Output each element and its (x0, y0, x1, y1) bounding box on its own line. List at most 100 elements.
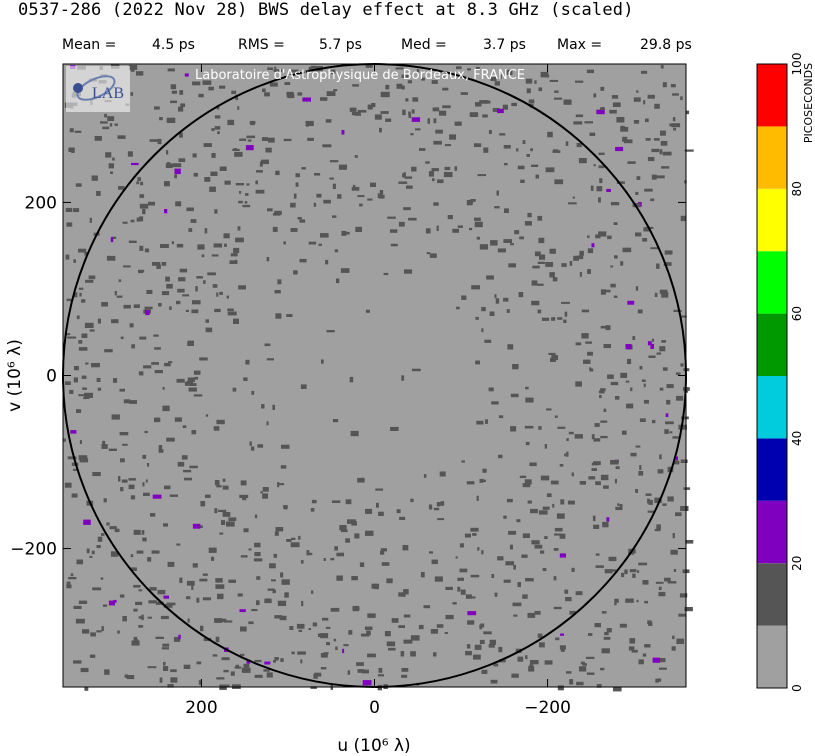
speckle (669, 123, 678, 127)
speckle (390, 243, 398, 247)
stat-max-label: Max = (557, 37, 603, 53)
speckle (673, 309, 682, 312)
speckle (434, 629, 438, 633)
speckle (205, 414, 209, 417)
speckle (490, 679, 498, 684)
speckle (534, 544, 543, 549)
speckle (506, 498, 513, 503)
speckle (261, 404, 265, 409)
speckle (479, 639, 485, 644)
speckle (473, 143, 482, 147)
speckle (239, 494, 249, 498)
speckle (642, 580, 649, 585)
speckle (101, 302, 108, 307)
colorbar-bin (757, 438, 787, 501)
speckle (102, 126, 110, 130)
speckle (380, 548, 387, 552)
speckle (365, 530, 374, 536)
speckle (219, 166, 227, 171)
speckle (479, 100, 488, 104)
speckle (433, 202, 439, 206)
speckle (684, 149, 694, 152)
speckle (171, 241, 174, 245)
speckle (600, 420, 608, 423)
speckle (632, 203, 641, 208)
speckle (457, 586, 461, 592)
speckle (286, 539, 292, 542)
speckle (78, 394, 87, 397)
speckle (321, 359, 324, 364)
speckle (661, 292, 669, 298)
speckle (504, 163, 508, 166)
speckle (128, 484, 135, 490)
speckle (471, 285, 480, 290)
stat-rms-value: 5.7 ps (319, 37, 362, 53)
speckle (398, 221, 405, 227)
speckle (388, 647, 396, 651)
speckle (547, 131, 553, 138)
speckle (408, 111, 411, 116)
speckle (565, 597, 572, 602)
speckle (157, 138, 162, 145)
speckle (308, 241, 317, 245)
speckle (410, 651, 416, 657)
speckle (575, 114, 584, 118)
speckle (138, 270, 144, 274)
speckle (198, 680, 202, 685)
speckle (421, 77, 425, 81)
speckle (273, 659, 277, 663)
speckle (571, 567, 575, 572)
speckle (525, 655, 528, 660)
speckle (598, 390, 605, 394)
speckle (657, 469, 664, 474)
speckle (104, 113, 107, 118)
speckle (457, 225, 463, 228)
speckle (223, 669, 229, 673)
speckle (139, 203, 149, 209)
speckle (97, 318, 101, 324)
speckle (445, 586, 453, 590)
speckle (444, 144, 452, 147)
speckle (69, 389, 74, 394)
speckle (497, 108, 504, 114)
speckle (489, 311, 495, 316)
speckle (297, 217, 302, 220)
speckle (418, 624, 424, 630)
speckle (120, 458, 125, 463)
speckle (406, 185, 413, 189)
speckle (249, 121, 256, 124)
speckle (524, 425, 534, 429)
speckle (490, 240, 498, 246)
speckle (235, 183, 244, 186)
speckle (679, 593, 688, 598)
speckle (123, 399, 131, 404)
speckle (253, 558, 263, 562)
speckle (103, 498, 107, 503)
speckle (511, 673, 519, 678)
speckle (630, 387, 633, 392)
speckle (607, 235, 612, 240)
speckle (216, 419, 225, 425)
speckle (615, 506, 623, 511)
speckle (142, 454, 147, 459)
speckle (563, 319, 567, 323)
speckle (140, 181, 144, 186)
speckle (218, 509, 227, 512)
speckle (240, 653, 245, 656)
speckle (135, 601, 143, 606)
speckle (473, 654, 481, 660)
speckle (143, 365, 152, 369)
speckle (182, 425, 187, 428)
speckle (300, 659, 303, 664)
speckle (261, 137, 268, 141)
speckle (403, 589, 409, 595)
speckle (396, 83, 403, 89)
speckle (531, 280, 538, 286)
speckle (147, 557, 152, 562)
speckle (585, 656, 595, 659)
speckle (298, 535, 301, 540)
speckle (194, 376, 199, 380)
speckle (513, 614, 518, 617)
speckle (274, 210, 282, 215)
speckle (432, 178, 435, 182)
